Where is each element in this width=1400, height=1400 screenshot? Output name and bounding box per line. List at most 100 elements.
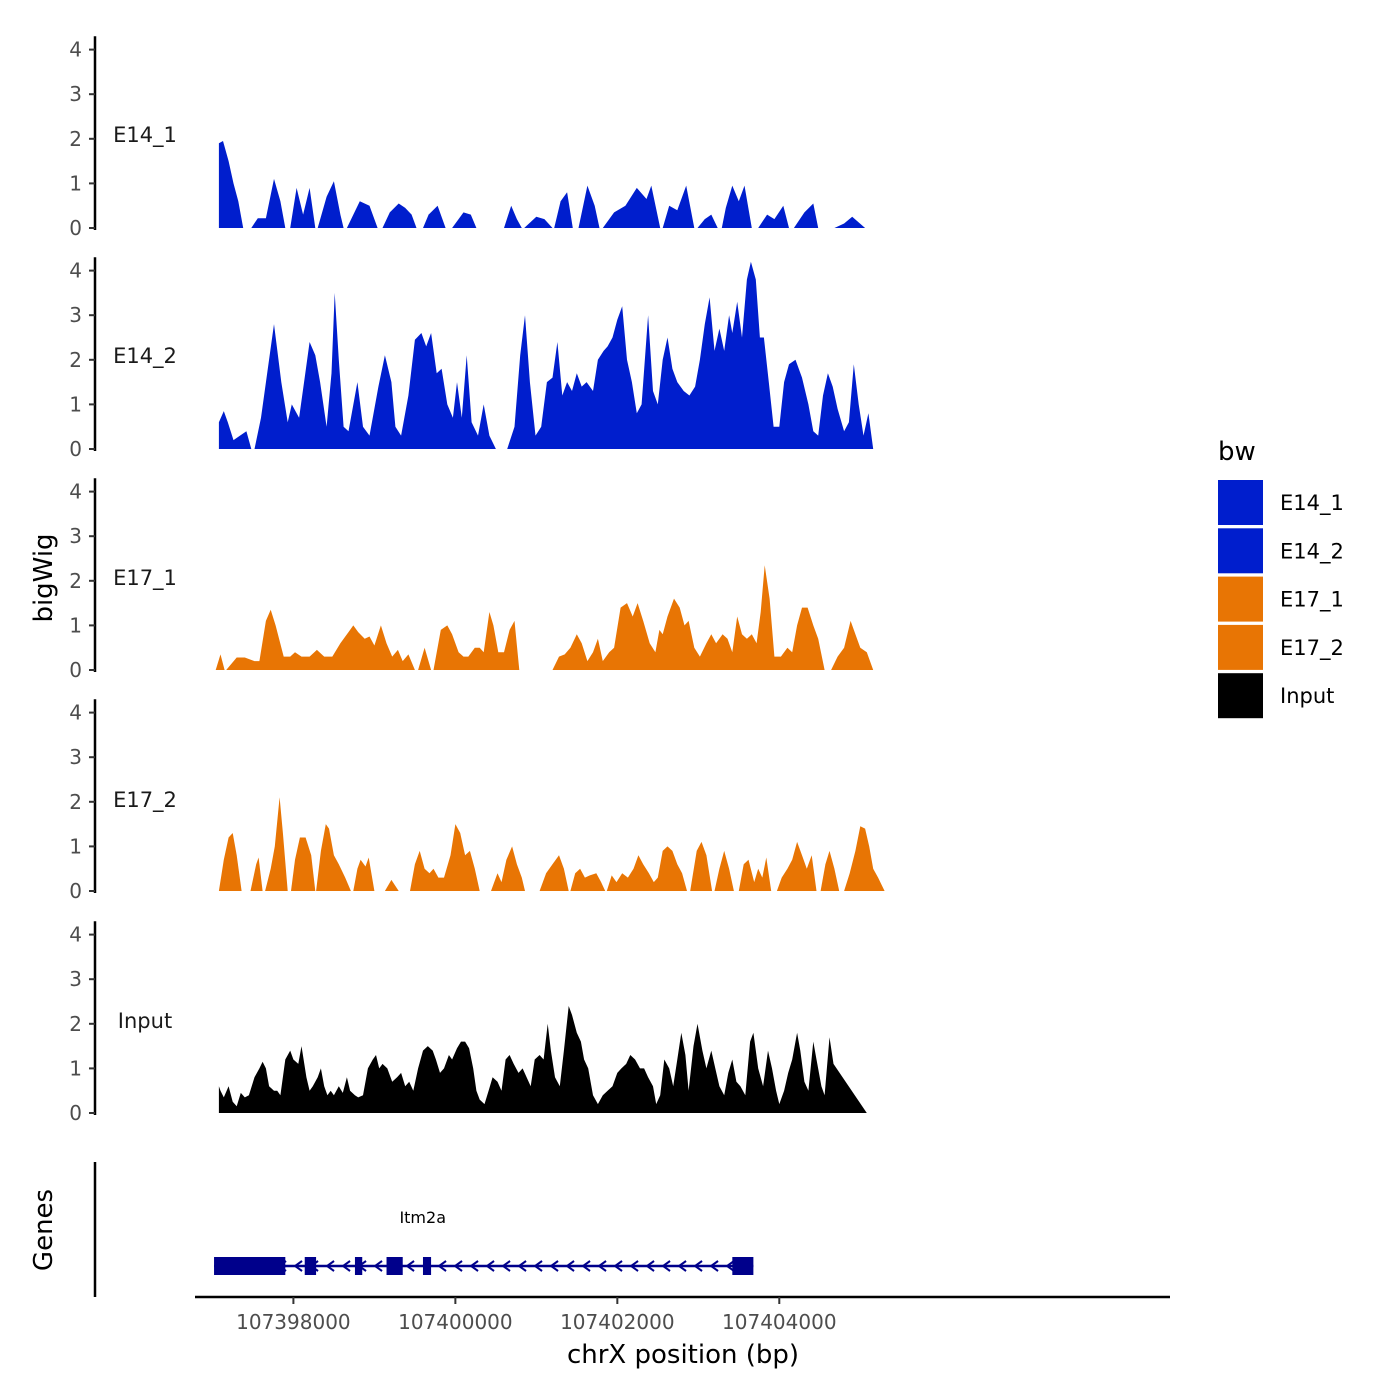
strand-arrow [581,1260,591,1272]
coverage-area [504,205,522,228]
coverage-area [265,797,288,891]
legend-label: E17_1 [1280,588,1344,613]
gene-exon [354,1257,363,1275]
gene-itm2a: Itm2a [214,1208,754,1275]
coverage-area [738,857,772,891]
coverage-area [251,178,286,228]
y-tick-label: 3 [69,967,82,991]
coverage-area [776,841,817,891]
y-tick-label: 2 [69,569,82,593]
y-tick-label: 0 [69,216,82,240]
coverage-area [690,841,713,891]
coverage-area [250,857,263,891]
strand-arrow [709,1260,719,1272]
y-tick-label: 2 [69,348,82,372]
coverage-area [384,879,399,891]
coverage-area [254,292,496,449]
y-tick-label: 2 [69,1012,82,1036]
coverage-area [758,205,789,228]
coverage-area [721,185,752,228]
legend-swatch [1218,528,1263,574]
track-input: 0 1 2 3 4 Input [69,921,867,1125]
coverage-area [507,261,874,449]
y-tick-label: 1 [69,613,82,637]
coverage-area [226,609,415,670]
legend-swatch [1218,480,1263,525]
strand-arrow [661,1260,671,1272]
gene-exon [304,1257,317,1275]
coverage-area [218,833,242,891]
track-e14-2: 0 1 2 3 4 E14_2 [69,257,874,461]
coverage-area [578,185,600,228]
coverage-area [316,824,351,891]
coverage-area [662,185,695,228]
coverage-area [552,565,825,670]
y-tick-label: 4 [69,480,82,504]
coverage-area [215,654,225,670]
legend-label: E14_1 [1280,491,1344,516]
coverage-area [218,411,252,449]
strand-arrow [613,1260,623,1272]
legend-item-input: Input [1218,673,1334,719]
coverage-area [602,185,661,228]
coverage-area [317,181,344,228]
legend-label: E14_2 [1280,539,1344,564]
track-e14-1: 0 1 2 3 4 E14_1 [69,36,866,240]
track-label: E17_1 [113,566,177,591]
strand-arrow [437,1260,447,1272]
coverage-area [606,846,687,891]
x-axis: 107398000 107400000 107402000 107404000 [195,1295,1170,1334]
coverage-area [834,216,866,228]
coverage-area [452,212,477,228]
strand-arrow [325,1260,335,1272]
legend-item-e14-2: E14_2 [1218,528,1344,574]
tracks-layer: 0 1 2 3 4 E14_1 0 1 2 3 4 E14_2 0 1 2 3 4 E17_1 0 1 2 3 4 E17_2… [69,36,885,1125]
strand-arrow [677,1260,687,1272]
coverage-area [218,141,244,228]
legend-label: Input [1280,684,1334,708]
strand-arrow [405,1260,415,1272]
legend-swatch [1218,576,1263,622]
y-tick-label: 1 [69,392,82,416]
x-axis-title: chrX position (bp) [567,1340,799,1370]
genes-track: Itm2a [93,1162,754,1297]
coverage-area [831,620,874,670]
gene-exon [732,1257,754,1275]
coverage-area [353,857,375,891]
strand-arrow [629,1260,639,1272]
coverage-area [491,846,525,891]
x-tick-label: 107404000 [722,1310,837,1334]
legend-item-e14-1: E14_1 [1218,480,1344,525]
strand-arrow [373,1260,383,1272]
genes-axis-title: Genes [29,1189,59,1271]
x-tick-label: 107400000 [398,1310,513,1334]
gene-name-label: Itm2a [399,1208,446,1227]
y-tick-label: 1 [69,1056,82,1080]
gene-exon [386,1257,403,1275]
coverage-area [382,203,417,228]
y-tick-label: 3 [69,524,82,548]
y-tick-label: 4 [69,923,82,947]
legend: bw E14_1 E14_2 E17_1 E17_2 Input [1218,437,1344,719]
strand-arrow [485,1260,495,1272]
coverage-area [793,203,819,228]
y-tick-label: 1 [69,171,82,195]
strand-arrow [341,1260,351,1272]
strand-arrow [645,1260,655,1272]
strand-arrow [469,1260,479,1272]
legend-item-e17-1: E17_1 [1218,576,1344,622]
y-tick-label: 3 [69,82,82,106]
coverage-area [539,855,569,891]
y-tick-label: 0 [69,1101,82,1125]
y-axis-title: bigWig [29,533,59,622]
coverage-area [820,850,840,891]
y-tick-label: 4 [69,38,82,62]
y-tick-label: 0 [69,879,82,903]
track-e17-1: 0 1 2 3 4 E17_1 [69,478,874,682]
track-label: Input [118,1009,172,1033]
y-tick-label: 0 [69,658,82,682]
strand-arrow [565,1260,575,1272]
coverage-area [423,205,446,228]
y-tick-label: 3 [69,745,82,769]
coverage-area [433,612,520,670]
